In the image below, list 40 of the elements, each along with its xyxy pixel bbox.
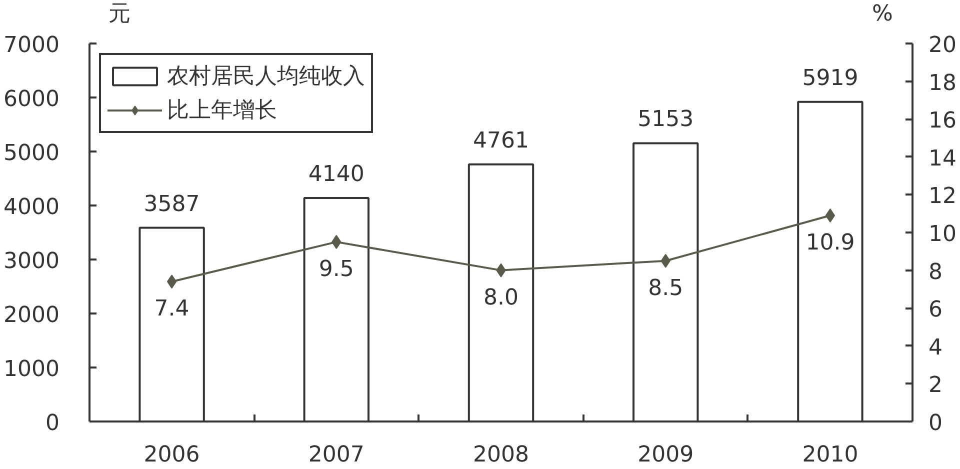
data-label: 9.5 [318, 256, 354, 282]
y2-tick-label: 2 [928, 373, 942, 398]
y-tick-label: 3000 [4, 249, 60, 274]
data-label: 4761 [473, 128, 530, 154]
data-label: 4140 [308, 162, 364, 187]
y-tick-label: 5000 [4, 141, 60, 166]
y2-tick-label: 0 [928, 411, 942, 436]
y2-tick-label: 20 [928, 33, 956, 58]
y-tick-label: 4000 [4, 195, 60, 220]
y-axis-title: 元 [108, 2, 131, 26]
point [825, 208, 836, 222]
y2-tick-label: 4 [928, 335, 942, 360]
x-tick-label: 2006 [144, 442, 200, 468]
data-label: 8.0 [484, 285, 519, 310]
y2-tick-label: 18 [928, 70, 956, 96]
data-label: 3587 [144, 192, 200, 217]
y2-tick-label: 8 [928, 260, 942, 285]
y2-axis-title: % [872, 2, 893, 26]
y-tick-label: 2000 [4, 303, 60, 328]
data-label: 8.5 [648, 276, 684, 301]
y2-tick-label: 10 [928, 222, 956, 247]
y-tick-label: 7000 [4, 33, 60, 58]
y-tick-label: 0 [46, 411, 60, 436]
y2-tick-label: 6 [928, 298, 942, 323]
data-label: 7.4 [154, 296, 190, 322]
y2-tick-label: 16 [928, 108, 956, 134]
y2-tick-label: 12 [928, 184, 956, 210]
data-label: 5919 [802, 66, 858, 91]
x-tick-label: 2007 [308, 442, 364, 468]
x-tick-label: 2010 [802, 442, 858, 468]
point [166, 274, 177, 289]
data-label: 10.9 [806, 230, 855, 256]
legend-label: 农村居民人均纯收入 [167, 63, 365, 91]
x-tick-label: 2009 [638, 442, 694, 468]
data-label: 5153 [638, 107, 694, 132]
y-tick-label: 1000 [4, 357, 60, 382]
x-tick-label: 2008 [473, 442, 530, 468]
y-tick-label: 6000 [4, 87, 60, 112]
y2-tick-label: 14 [928, 146, 956, 172]
legend-label: 比上年增长 [167, 97, 277, 125]
